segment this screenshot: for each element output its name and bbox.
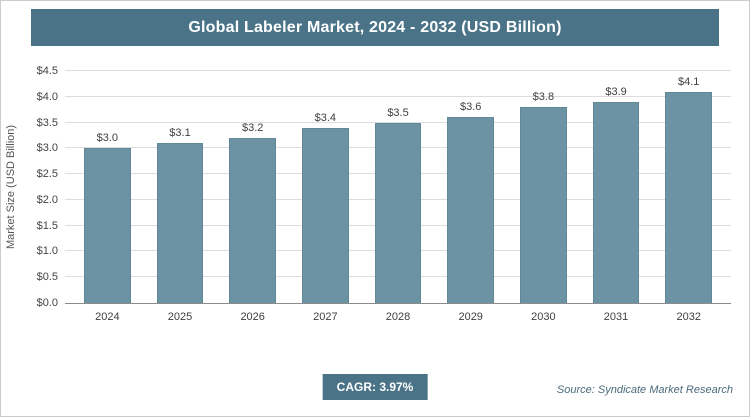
chart-title-bar: Global Labeler Market, 2024 - 2032 (USD … bbox=[31, 9, 719, 46]
bar-column: $3.1 bbox=[144, 71, 217, 303]
gridline bbox=[65, 95, 731, 97]
y-tick-label: $4.5 bbox=[36, 65, 58, 77]
bar-2029 bbox=[447, 117, 494, 303]
x-tick-label: 2026 bbox=[240, 311, 265, 323]
x-tick-label: 2028 bbox=[385, 311, 411, 323]
x-tick-label: 2030 bbox=[531, 311, 556, 323]
bar-value-label: $3.1 bbox=[169, 127, 191, 140]
gridline bbox=[65, 70, 731, 71]
y-tick-label: $1.0 bbox=[36, 245, 58, 258]
bar-2025 bbox=[156, 143, 204, 303]
bars: $3.0 $3.1 $3.2 $3.4 $3.5 $3.6 $3.8 $3.9 $4.1 bbox=[65, 71, 731, 303]
bar-2032 bbox=[665, 91, 712, 303]
bar-2030 bbox=[520, 107, 567, 303]
bar-column: $3.4 bbox=[289, 71, 362, 303]
bar-value-label: $3.4 bbox=[314, 111, 337, 124]
chart-area: Market Size (USD Billion) $3.0 $3.1 $3.2 $3… bbox=[1, 61, 749, 333]
y-tick-label: $1.5 bbox=[36, 219, 58, 232]
bar-column: $3.6 bbox=[434, 71, 507, 303]
y-tick-label: $0.0 bbox=[36, 297, 58, 309]
bar-value-label: $3.2 bbox=[241, 122, 264, 135]
bar-2026 bbox=[229, 138, 276, 303]
bar-2028 bbox=[374, 122, 422, 303]
x-tick-label: 2025 bbox=[167, 311, 193, 323]
plot-area: $3.0 $3.1 $3.2 $3.4 $3.5 $3.6 $3.8 $3.9 $4.1 $0.… bbox=[37, 65, 731, 309]
cagr-badge: CAGR: 3.97% bbox=[322, 374, 428, 400]
chart-title: Global Labeler Market, 2024 - 2032 (USD … bbox=[188, 18, 562, 36]
bar-value-label: $4.1 bbox=[678, 75, 700, 88]
gridline bbox=[65, 121, 731, 123]
y-tick-label: $3.0 bbox=[36, 142, 58, 155]
bar-column: $3.0 bbox=[71, 71, 144, 303]
x-tick-label: 2024 bbox=[95, 311, 120, 323]
y-tick-label: $2.5 bbox=[36, 168, 58, 181]
bar-value-label: $3.0 bbox=[96, 132, 119, 145]
source-text: Source: Syndicate Market Research bbox=[556, 384, 733, 396]
x-tick-label: 2031 bbox=[603, 311, 629, 323]
x-tick-label: 2027 bbox=[313, 311, 338, 323]
bar-value-label: $3.6 bbox=[459, 101, 482, 114]
y-axis-title: Market Size (USD Billion) bbox=[3, 71, 19, 303]
x-labels: 2024 2025 2026 2027 2028 2029 2030 2031 2032 bbox=[65, 311, 731, 323]
bar-column: $3.5 bbox=[362, 71, 435, 303]
x-tick-label: 2029 bbox=[458, 311, 483, 323]
bar-column: $3.8 bbox=[507, 71, 580, 303]
bar-2027 bbox=[302, 127, 349, 303]
y-tick-label: $2.0 bbox=[36, 193, 58, 206]
y-tick-label: $4.0 bbox=[36, 90, 58, 103]
y-tick-label: $3.5 bbox=[36, 116, 58, 129]
bar-2031 bbox=[592, 101, 640, 303]
bar-column: $3.9 bbox=[580, 71, 653, 303]
bar-value-label: $3.8 bbox=[532, 91, 555, 104]
bar-value-label: $3.9 bbox=[605, 85, 627, 98]
bar-column: $3.2 bbox=[216, 71, 289, 303]
bar-column: $4.1 bbox=[652, 71, 725, 303]
y-axis-title-text: Market Size (USD Billion) bbox=[5, 124, 17, 250]
x-tick-label: 2032 bbox=[676, 311, 701, 323]
y-tick-label: $0.5 bbox=[36, 271, 58, 284]
bar-2024 bbox=[84, 148, 131, 303]
bar-value-label: $3.5 bbox=[387, 106, 409, 119]
